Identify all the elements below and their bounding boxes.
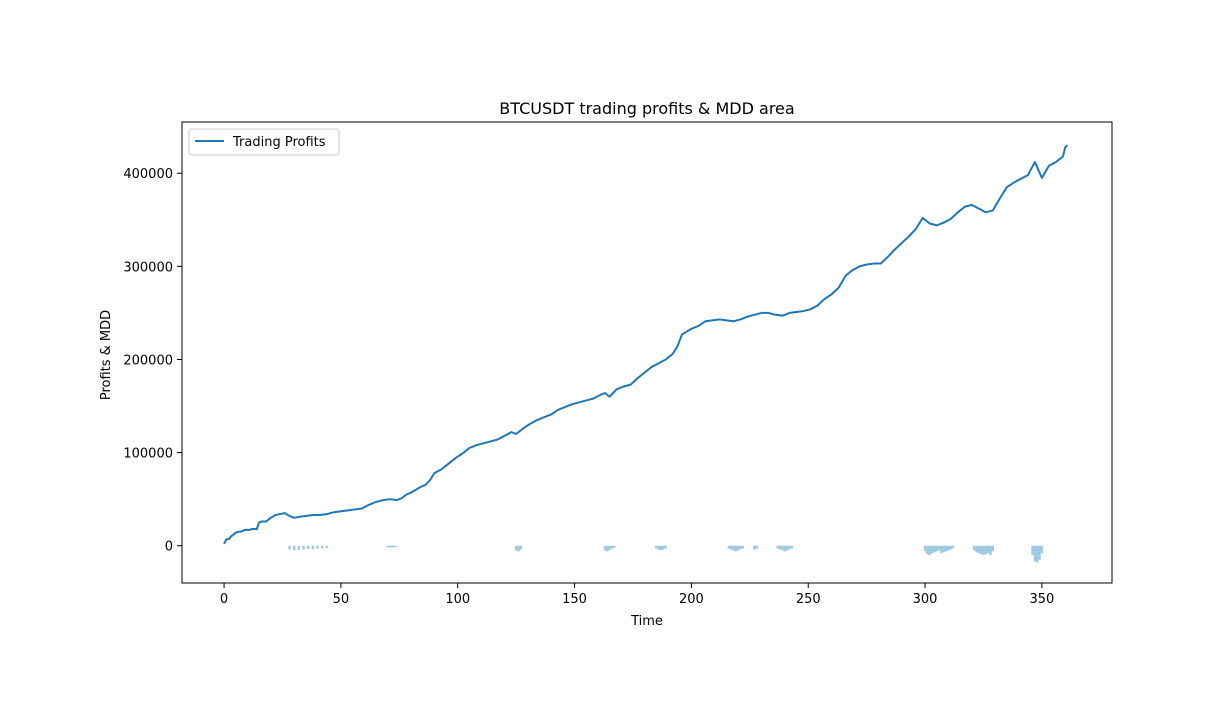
- mdd-bar: [608, 545, 611, 550]
- mdd-bar: [923, 545, 927, 552]
- x-tick-label: 350: [1029, 592, 1054, 607]
- mdd-bar: [664, 545, 667, 549]
- mdd-bar: [734, 545, 738, 552]
- mdd-bar: [297, 545, 301, 550]
- mdd-bar: [944, 545, 948, 552]
- y-tick-label: 400000: [123, 167, 173, 182]
- mdd-bar: [951, 545, 955, 549]
- mdd-bar: [776, 545, 780, 549]
- mdd-bar: [736, 545, 740, 551]
- mdd-bar: [1036, 545, 1039, 563]
- mdd-bar: [657, 545, 660, 550]
- mdd-bar: [732, 545, 735, 551]
- mdd-bar: [729, 545, 733, 550]
- mdd-bar: [778, 545, 782, 550]
- mdd-bar: [1040, 545, 1044, 554]
- mdd-bar: [991, 545, 995, 552]
- mdd-bar: [741, 545, 745, 549]
- mdd-bar: [930, 545, 934, 554]
- mdd-bar: [288, 545, 291, 550]
- mdd-bar: [937, 545, 941, 551]
- mdd-bar: [302, 545, 305, 550]
- mdd-bar: [395, 545, 399, 547]
- legend: Trading Profits: [188, 128, 340, 156]
- mdd-bar: [933, 545, 936, 553]
- mdd-bar: [781, 545, 784, 551]
- mdd-bar: [662, 545, 665, 550]
- y-axis-ticks: 0 100000 200000 300000 400000: [123, 167, 182, 555]
- mdd-bar: [1033, 545, 1037, 562]
- mdd-bar: [519, 545, 523, 550]
- trading-profits-line: [223, 144, 1069, 545]
- x-tick-label: 300: [913, 592, 938, 607]
- profits-line-layer: [223, 144, 1069, 545]
- mdd-bar: [603, 545, 607, 551]
- x-tick-label: 0: [220, 592, 228, 607]
- mdd-bar: [325, 545, 329, 549]
- x-tick-label: 100: [445, 592, 470, 607]
- mdd-bar: [727, 545, 731, 549]
- mdd-bar: [755, 545, 759, 549]
- chart-title: BTCUSDT trading profits & MDD area: [499, 99, 794, 118]
- mdd-bar: [975, 545, 978, 553]
- legend-label-trading-profits: Trading Profits: [232, 135, 326, 150]
- plot-frame: [181, 121, 1113, 584]
- mdd-bar: [739, 545, 742, 550]
- mdd-bar: [928, 545, 931, 556]
- mdd-area-layer: [288, 545, 1044, 563]
- x-tick-label: 50: [333, 592, 350, 607]
- mdd-bar: [986, 545, 990, 554]
- x-axis-ticks: 0 50 100 150 200 250 300 350: [220, 583, 1054, 607]
- mdd-bar: [989, 545, 992, 556]
- mdd-bar: [311, 545, 315, 550]
- x-tick-label: 150: [562, 592, 587, 607]
- mdd-bar: [517, 545, 520, 552]
- mdd-bar: [659, 545, 663, 551]
- mdd-bar: [386, 545, 389, 548]
- mdd-bar: [783, 545, 787, 552]
- mdd-bar: [393, 545, 396, 548]
- x-tick-label: 200: [679, 592, 704, 607]
- mdd-bar: [790, 545, 794, 549]
- mdd-bar: [977, 545, 981, 554]
- mdd-bar: [391, 545, 394, 548]
- y-tick-label: 0: [165, 540, 173, 555]
- x-axis-label: Time: [630, 614, 663, 629]
- mdd-bar: [316, 545, 319, 549]
- x-tick-label: 250: [796, 592, 821, 607]
- legend-box: [188, 128, 340, 156]
- y-tick-label: 200000: [123, 353, 173, 368]
- mdd-bar: [982, 545, 985, 556]
- mdd-bar: [292, 545, 296, 551]
- mdd-bar: [942, 545, 945, 553]
- mdd-bar: [940, 545, 943, 554]
- mdd-bar: [788, 545, 791, 550]
- mdd-bar: [753, 545, 756, 550]
- y-tick-label: 100000: [123, 447, 173, 462]
- mdd-bar: [388, 545, 392, 548]
- mdd-bar: [979, 545, 983, 555]
- mdd-bar: [935, 545, 938, 552]
- mdd-bar: [926, 545, 929, 555]
- mdd-bar: [613, 545, 616, 548]
- mdd-bar: [785, 545, 789, 551]
- mdd-bar: [947, 545, 950, 551]
- mdd-bar: [320, 545, 324, 549]
- mdd-bar: [1031, 545, 1034, 556]
- mdd-bar: [949, 545, 952, 550]
- mdd-bar: [606, 545, 609, 552]
- mdd-bar: [306, 545, 310, 550]
- mdd-bar: [655, 545, 658, 549]
- mdd-bar: [610, 545, 614, 549]
- mdd-bar: [514, 545, 518, 551]
- mdd-bar: [972, 545, 976, 551]
- mdd-bar: [1038, 545, 1041, 560]
- y-tick-label: 300000: [123, 260, 173, 275]
- mdd-bar: [984, 545, 988, 555]
- y-axis-label: Profits & MDD: [99, 310, 114, 400]
